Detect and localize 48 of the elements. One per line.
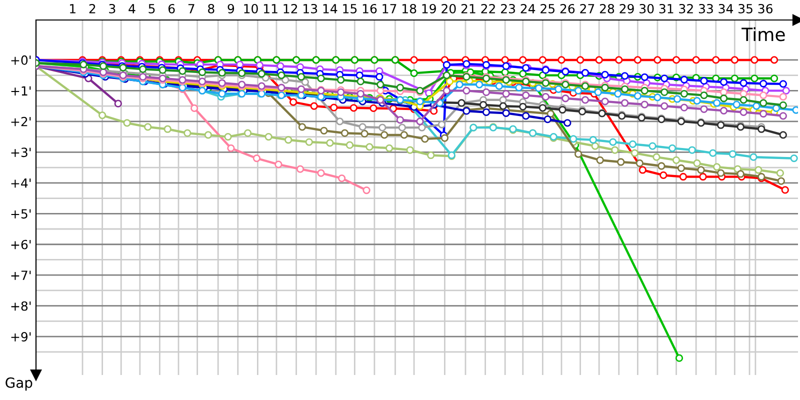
x-tick-label: 28 [600,4,614,14]
x-tick-label: 1 [70,4,76,14]
x-tick-label: 27 [580,4,594,14]
x-tick-label: 30 [640,4,654,14]
y-axis-title: Gap [6,377,32,391]
x-tick-label: 33 [698,4,713,14]
x-tick-label: 29 [620,4,634,14]
x-tick-label: 22 [481,4,495,14]
x-tick-label: 5 [148,4,155,14]
x-tick-label: 34 [718,4,734,14]
x-tick-label: 6 [168,4,175,14]
x-tick-label: 23 [501,4,515,14]
x-tick-label: 4 [128,4,136,14]
x-tick-label: 2 [89,4,96,14]
x-tick-label: 10 [244,4,258,14]
x-tick-label: 26 [560,4,575,14]
y-tick-label: +7' [11,270,31,280]
x-tick-label: 18 [402,4,416,14]
y-tick-label: +0' [11,55,31,65]
x-axis-title: Time [742,27,785,42]
x-tick-label: 32 [679,4,693,14]
x-tick-label: 8 [208,4,214,14]
x-tick-label: 36 [758,4,773,14]
x-tick-label: 24 [520,4,536,14]
x-tick-label: 16 [362,4,377,14]
x-tick-label: 21 [461,4,476,14]
y-tick-label: +8' [11,301,31,311]
x-tick-label: 25 [540,4,554,14]
x-tick-label: 12 [284,4,298,14]
x-tick-label: 31 [659,4,674,14]
x-tick-label: 20 [442,4,456,14]
x-tick-label: 3 [109,4,116,14]
y-tick-label: +9' [11,332,31,342]
y-tick-label: +1' [11,86,31,96]
y-tick-label: +5' [11,209,31,219]
x-tick-label: 7 [188,4,194,14]
y-tick-label: +6' [11,240,31,250]
x-tick-label: 19 [422,4,436,14]
y-tick-label: +3' [11,148,31,158]
x-tick-label: 17 [382,4,396,14]
x-tick-label: 11 [264,4,278,14]
y-tick-label: +2' [11,116,31,126]
y-tick-label: +4' [11,178,31,188]
x-tick-label: 14 [323,4,338,14]
x-tick-label: 9 [228,4,234,14]
x-tick-label: 13 [304,4,318,14]
x-tick-label: 15 [343,4,357,14]
x-tick-label: 35 [738,4,752,14]
